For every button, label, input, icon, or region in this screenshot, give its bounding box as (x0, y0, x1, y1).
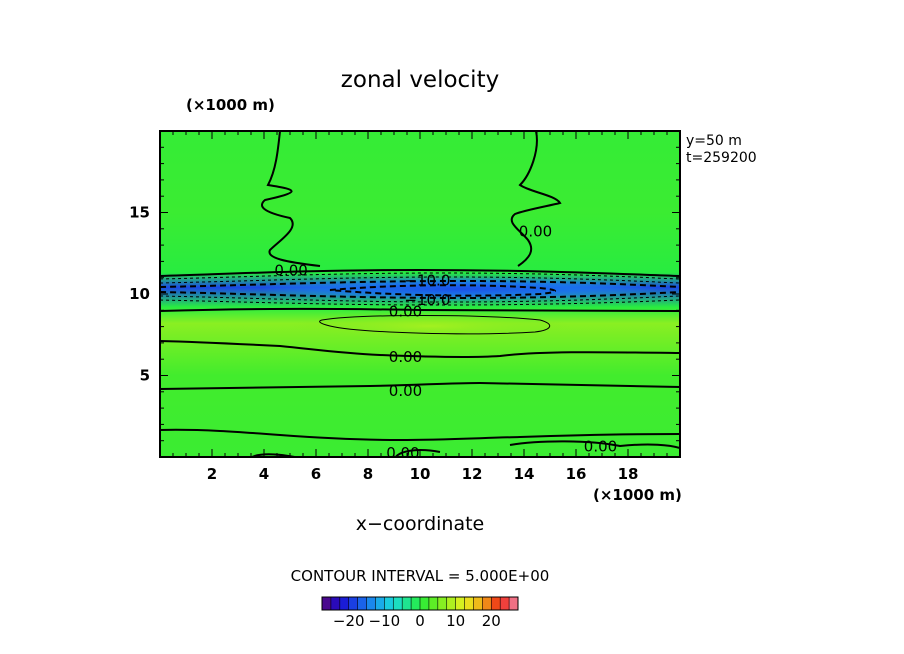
colorbar-tick-label: 10 (446, 612, 465, 630)
colorbar-cell (384, 597, 394, 610)
colorbar-cell (366, 597, 376, 610)
contour-neg-mid-bottom (160, 295, 680, 303)
x-tick-label: 2 (207, 465, 217, 483)
contour-zero-low (160, 381, 680, 390)
y-tick-label: 10 (129, 285, 150, 303)
colorbar-cell (322, 597, 332, 610)
contour-label: −10.0 (404, 291, 450, 309)
contour-zero-lower (160, 307, 680, 312)
contour-label: 0.00 (389, 382, 422, 400)
contour-label-layer: 0.00−10.0−10.00.000.000.000.000.000.00 (274, 222, 617, 462)
colorbar-labels: −20 −10 0 10 20 (333, 612, 501, 630)
colorbar-cell (482, 597, 492, 610)
contour-interval-text: CONTOUR INTERVAL = 5.000E+00 (291, 567, 550, 585)
y-axis-unit: (×1000 m) (186, 96, 275, 114)
colorbar-tick-label: −10 (369, 612, 401, 630)
contour-zero-bottom-right (509, 440, 680, 449)
colorbar-tick-label: 0 (415, 612, 425, 630)
x-tick-label: 8 (363, 465, 373, 483)
x-tick-label: 14 (514, 465, 535, 483)
y-tick-labels: 5 10 15 (129, 204, 150, 385)
contour-lines (160, 131, 680, 457)
colorbar (321, 596, 519, 611)
colorbar-cell (446, 597, 456, 610)
colorbar-cell (420, 597, 430, 610)
contour-neg10-bottom (160, 291, 680, 300)
colorbar-cell (393, 597, 403, 610)
y-tick-label: 15 (129, 204, 150, 222)
contour-neg-outer-top (160, 272, 680, 280)
colorbar-cell (500, 597, 510, 610)
contour-label: −10.0 (404, 271, 450, 289)
x-tick-label: 6 (311, 465, 321, 483)
annotation-time: t=259200 (686, 150, 757, 166)
contour-zero-near-bottom (160, 428, 680, 442)
x-tick-label: 16 (566, 465, 587, 483)
colorbar-cell (437, 597, 448, 610)
contour-zero-mid (160, 340, 680, 359)
colorbar-tick-label: 20 (482, 612, 501, 630)
annotation-depth: y=50 m (686, 133, 742, 149)
contour-label: 0.00 (274, 262, 307, 280)
contour-pos5 (319, 315, 550, 335)
x-tick-label: 4 (259, 465, 269, 483)
colorbar-cell (491, 597, 501, 610)
x-tick-label: 12 (462, 465, 483, 483)
x-axis-unit: (×1000 m) (593, 486, 682, 504)
contour-neg-mid-top (160, 276, 680, 284)
y-tick-label: 5 (140, 367, 150, 385)
contour-neg10-top (160, 279, 680, 288)
axis-ticks (160, 131, 680, 457)
contour-neg15 (329, 284, 556, 297)
x-tick-label: 10 (410, 465, 431, 483)
colorbar-tick-label: −20 (333, 612, 365, 630)
colorbar-cell (428, 597, 439, 610)
contour-label: 0.00 (519, 222, 552, 240)
contour-label: 0.00 (389, 348, 422, 366)
colorbar-cell (509, 597, 519, 610)
colorbar-cell (411, 597, 421, 610)
x-tick-label: 18 (618, 465, 639, 483)
contour-zero-left-wiggle (261, 131, 321, 267)
x-tick-labels: 2 4 6 8 10 12 14 16 18 (207, 465, 639, 483)
colorbar-cell (473, 597, 483, 610)
colorbar-cell (402, 597, 412, 610)
contour-zero-upper (160, 268, 680, 277)
colorbar-cell (464, 597, 474, 610)
colorbar-cell (375, 597, 385, 610)
colorbar-cell (357, 597, 367, 610)
contour-neg-outer-bottom (160, 299, 680, 306)
chart-title: zonal velocity (341, 67, 499, 93)
contour-zero-right-wiggle (510, 131, 562, 267)
colorbar-cell (330, 597, 341, 610)
plot-area: 0.00−10.0−10.00.000.000.000.000.000.00 (160, 131, 680, 462)
contour-label: 0.00 (386, 444, 419, 462)
contour-label: 0.00 (584, 438, 617, 456)
x-axis-label: x−coordinate (356, 513, 485, 535)
colorbar-cell (339, 597, 350, 610)
contour-label: 0.00 (389, 302, 422, 320)
colorbar-cell (348, 597, 358, 610)
colorbar-cell (455, 597, 465, 610)
